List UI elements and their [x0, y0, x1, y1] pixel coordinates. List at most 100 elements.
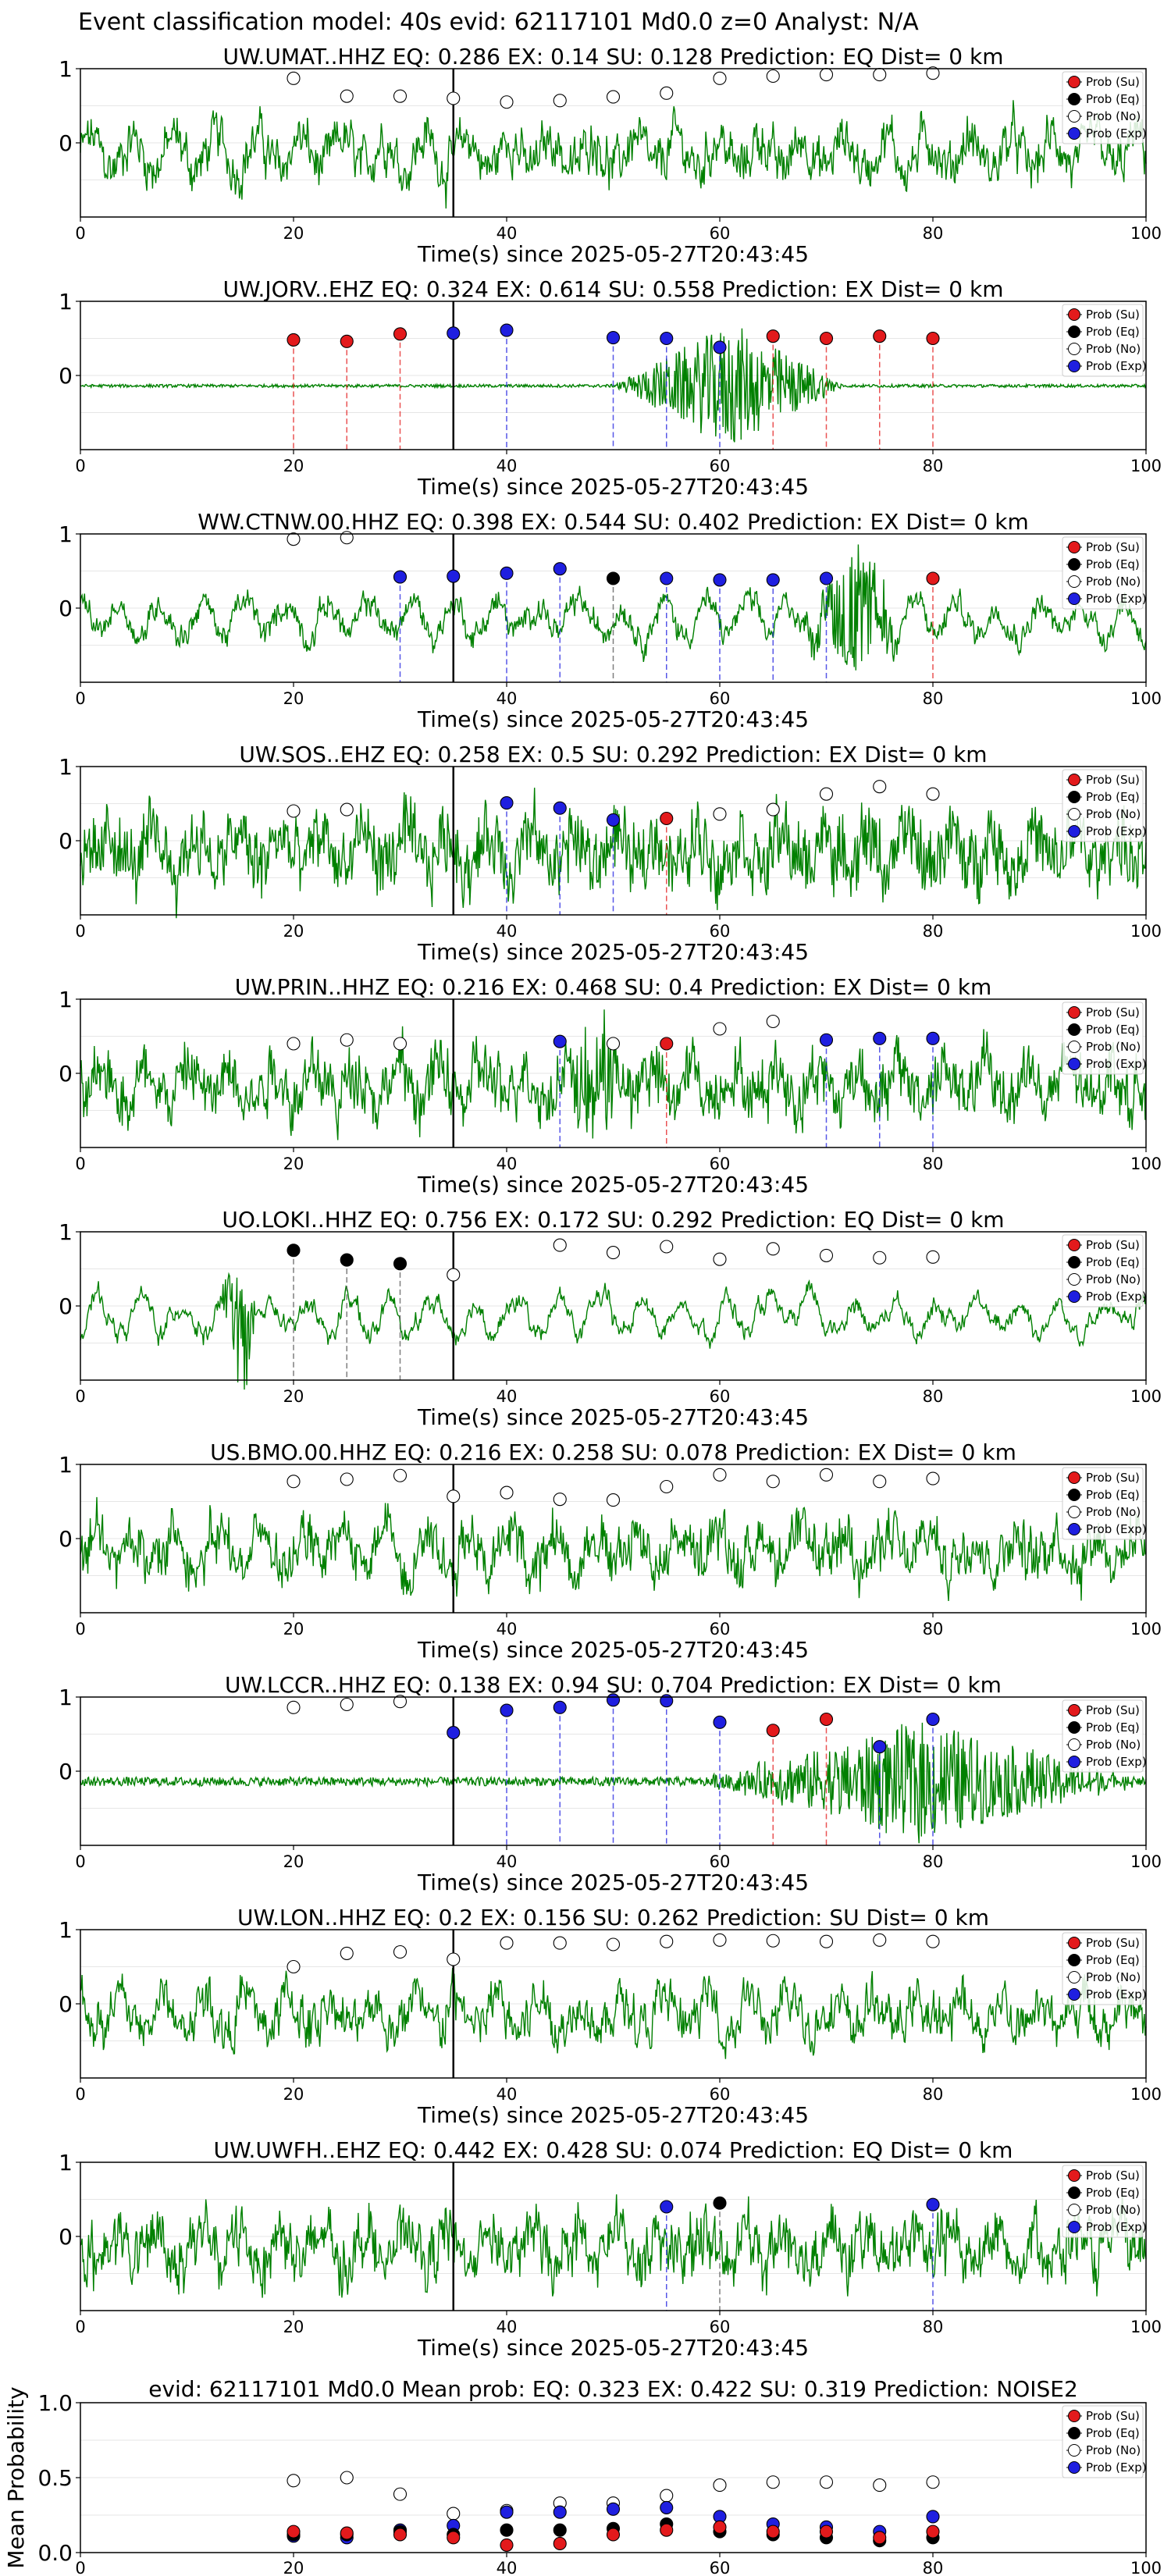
- station-panel-6: US.BMO.00.HHZ EQ: 0.216 EX: 0.258 SU: 0.…: [59, 1439, 1162, 1663]
- prob-marker-no-11: [873, 1933, 887, 1947]
- station-8-legend-label-su: Prob (Su): [1086, 1936, 1140, 1950]
- station-9-legend-box: [1062, 2165, 1144, 2238]
- mean-marker-no-12: [926, 2475, 940, 2489]
- prob-marker-no-0: [287, 1475, 301, 1489]
- mean-probability-panel: evid: 62117101 Md0.0 Mean prob: EQ: 0.32…: [3, 2376, 1162, 2576]
- mean-y-tick-label: 1.0: [37, 2390, 73, 2416]
- prob-marker-no-6: [713, 807, 727, 821]
- prob-marker-eq-1: [713, 2196, 727, 2210]
- station-panel-1: UW.JORV..EHZ EQ: 0.324 EX: 0.614 SU: 0.5…: [59, 276, 1162, 500]
- station-0-legend: Prob (Su) Prob (Eq) Prob (No) Prob (Exp): [1062, 71, 1147, 144]
- x-tick-label: 80: [923, 2085, 944, 2104]
- prob-marker-no-7: [766, 802, 780, 817]
- station-8-legend-marker-no: [1068, 1971, 1080, 1984]
- mean-marker-no-3: [447, 2507, 461, 2521]
- prob-marker-no-0: [287, 1959, 301, 1974]
- prob-marker-exp-10: [819, 571, 834, 585]
- prob-marker-no-4: [500, 1936, 514, 1950]
- station-2-legend-label-no: Prob (No): [1086, 575, 1141, 589]
- y-tick-label: 0: [59, 1526, 73, 1552]
- station-8-legend-label-eq: Prob (Eq): [1086, 1953, 1140, 1967]
- x-tick-label: 100: [1130, 1852, 1162, 1871]
- prob-marker-exp-5: [553, 562, 567, 576]
- prob-marker-no-9: [873, 780, 887, 794]
- prob-marker-su-10: [873, 329, 887, 343]
- x-tick-label: 100: [1130, 457, 1162, 475]
- station-1-legend-label-su: Prob (Su): [1086, 308, 1140, 322]
- x-tick-label: 100: [1130, 2085, 1162, 2104]
- mean-marker-eq-5: [553, 2523, 567, 2537]
- station-6-legend-box: [1062, 1467, 1144, 1540]
- station-0-legend-marker-no: [1068, 110, 1080, 123]
- mean-marker-no-8: [713, 2478, 727, 2492]
- x-axis-label-1: Time(s) since 2025-05-27T20:43:45: [417, 474, 809, 500]
- x-tick-label: 100: [1130, 689, 1162, 708]
- prob-marker-no-4: [606, 1037, 621, 1051]
- station-2-legend-marker-su: [1068, 541, 1080, 553]
- x-tick-label: 20: [283, 224, 304, 243]
- prob-marker-exp-8: [713, 573, 727, 587]
- mean-x-tick-label: 100: [1130, 2559, 1162, 2576]
- prob-marker-no-8: [713, 1468, 727, 1482]
- y-tick-label: 1: [59, 1685, 73, 1710]
- prob-marker-exp-2: [926, 2197, 940, 2211]
- mean-legend-marker-no: [1068, 2444, 1080, 2457]
- mean-x-tick-label: 60: [710, 2559, 731, 2576]
- x-tick-label: 20: [283, 689, 304, 708]
- prob-marker-no-6: [660, 1240, 674, 1254]
- station-9-legend-marker-su: [1068, 2169, 1080, 2182]
- x-tick-label: 20: [283, 922, 304, 941]
- station-9-legend-marker-no: [1068, 2204, 1080, 2216]
- prob-marker-no-8: [713, 71, 727, 85]
- station-1-legend-marker-eq: [1068, 326, 1080, 338]
- x-axis-label-2: Time(s) since 2025-05-27T20:43:45: [417, 706, 809, 732]
- y-tick-label: 0: [59, 1759, 73, 1784]
- station-title-8: UW.LON..HHZ EQ: 0.2 EX: 0.156 SU: 0.262 …: [237, 1905, 989, 1930]
- station-title-1: UW.JORV..EHZ EQ: 0.324 EX: 0.614 SU: 0.5…: [223, 276, 1004, 302]
- x-tick-label: 0: [75, 1387, 85, 1406]
- mean-x-tick-label: 0: [75, 2559, 85, 2576]
- y-tick-label: 0: [59, 1293, 73, 1319]
- prob-marker-no-2: [393, 1695, 408, 1709]
- x-axis-label-4: Time(s) since 2025-05-27T20:43:45: [417, 1172, 809, 1197]
- prob-marker-exp-3: [447, 569, 461, 583]
- mean-marker-su-0: [287, 2524, 301, 2539]
- station-4-legend-label-exp: Prob (Exp): [1086, 1057, 1147, 1071]
- mean-legend-label-eq: Prob (Eq): [1086, 2426, 1140, 2440]
- x-tick-label: 80: [923, 1620, 944, 1638]
- mean-marker-exp-6: [606, 2502, 621, 2516]
- y-tick-label: 1: [59, 289, 73, 315]
- station-2-legend-label-eq: Prob (Eq): [1086, 557, 1140, 571]
- station-3-legend-box: [1062, 769, 1144, 842]
- station-8-legend-label-no: Prob (No): [1086, 1970, 1141, 1984]
- station-8-legend-marker-exp: [1068, 1988, 1080, 2001]
- prob-marker-no-1: [340, 89, 354, 103]
- station-title-0: UW.UMAT..HHZ EQ: 0.286 EX: 0.14 SU: 0.12…: [222, 44, 1003, 69]
- prob-marker-no-10: [819, 1934, 834, 1948]
- prob-marker-no-4: [553, 1238, 567, 1252]
- prob-marker-su-11: [926, 331, 940, 346]
- y-tick-label: 0: [59, 1991, 73, 2017]
- x-tick-label: 0: [75, 1155, 85, 1173]
- y-tick-label: 0: [59, 828, 73, 854]
- waveform-trace-6: [80, 1496, 1147, 1602]
- prob-marker-exp-7: [713, 340, 727, 354]
- station-0-legend-label-exp: Prob (Exp): [1086, 126, 1147, 141]
- station-7-legend-label-exp: Prob (Exp): [1086, 1755, 1147, 1769]
- prob-marker-no-1: [340, 1472, 354, 1486]
- waveform-trace-8: [80, 1968, 1147, 2059]
- station-panel-3: UW.SOS..EHZ EQ: 0.258 EX: 0.5 SU: 0.292 …: [59, 742, 1162, 965]
- station-1-legend-label-eq: Prob (Eq): [1086, 325, 1140, 339]
- mean-marker-exp-12: [926, 2510, 940, 2524]
- mean-marker-su-9: [766, 2524, 780, 2539]
- station-7-legend-box: [1062, 1699, 1144, 1773]
- prob-marker-no-12: [926, 1934, 940, 1948]
- waveform-trace-0: [80, 100, 1147, 209]
- mean-marker-no-10: [819, 2475, 834, 2489]
- station-title-9: UW.UWFH..EHZ EQ: 0.442 EX: 0.428 SU: 0.0…: [214, 2137, 1013, 2163]
- station-title-6: US.BMO.00.HHZ EQ: 0.216 EX: 0.258 SU: 0.…: [210, 1439, 1016, 1465]
- station-title-2: WW.CTNW.00.HHZ EQ: 0.398 EX: 0.544 SU: 0…: [198, 509, 1028, 535]
- x-tick-label: 60: [710, 1387, 731, 1406]
- station-2-legend-label-su: Prob (Su): [1086, 540, 1140, 554]
- prob-marker-no-7: [766, 1014, 780, 1029]
